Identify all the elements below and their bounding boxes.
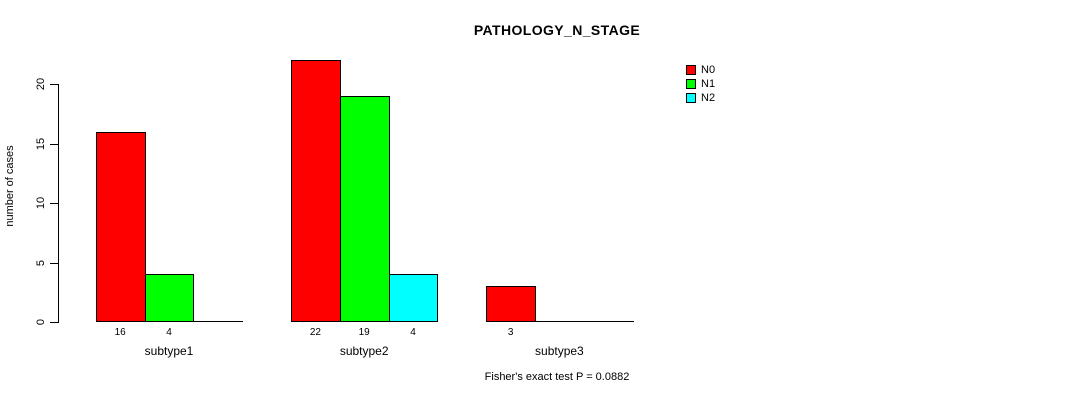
bar-n2-subtype3-zero — [583, 321, 634, 322]
bar-n1-subtype3-zero — [535, 321, 585, 322]
y-axis-label: number of cases — [4, 145, 16, 227]
y-axis-tick — [50, 143, 58, 145]
legend-entry-n1: N1 — [686, 77, 715, 91]
y-tick-label: 5 — [35, 259, 47, 266]
annotation-caption: Fisher's exact test P = 0.0882 — [484, 371, 630, 383]
y-axis-tick — [50, 262, 58, 264]
bar-n2-subtype2 — [388, 274, 439, 322]
chart-title: PATHOLOGY_N_STAGE — [473, 22, 641, 38]
bar-value-label: 4 — [166, 327, 172, 338]
y-tick-label: 20 — [35, 77, 47, 91]
legend-label-n1: N1 — [701, 78, 716, 90]
legend-swatch-n1 — [686, 79, 696, 89]
bar-value-label: 22 — [309, 327, 321, 338]
y-tick-label: 0 — [35, 318, 47, 326]
legend-swatch-n2 — [686, 93, 696, 103]
bar-n0-subtype3 — [486, 286, 536, 322]
bar-n0-subtype1 — [95, 131, 146, 322]
bar-n1-subtype2 — [339, 95, 390, 322]
legend-label-n0: N0 — [701, 64, 716, 76]
bar-value-label: 19 — [358, 327, 370, 338]
legend: N0 N1 N2 — [686, 63, 715, 105]
x-category-label-subtype1: subtype1 — [144, 344, 194, 358]
bar-n0-subtype2 — [291, 60, 341, 322]
y-axis-tick — [50, 203, 58, 204]
legend-swatch-n0 — [686, 65, 696, 75]
bar-value-label: 16 — [114, 327, 126, 338]
y-tick-label: 15 — [35, 137, 47, 150]
bar-value-label: 3 — [507, 327, 514, 338]
x-category-label-subtype3: subtype3 — [535, 344, 584, 358]
legend-entry-n0: N0 — [686, 63, 715, 77]
x-category-label-subtype2: subtype2 — [339, 344, 389, 358]
bar-value-label: 4 — [410, 327, 416, 338]
bar-n2-subtype1-zero — [193, 321, 244, 322]
legend-entry-n2: N2 — [686, 91, 715, 105]
y-tick-label: 10 — [35, 196, 47, 210]
bar-n1-subtype1 — [144, 274, 195, 322]
y-axis-line — [58, 84, 59, 323]
y-axis-tick — [50, 84, 58, 85]
legend-label-n2: N2 — [701, 92, 716, 104]
y-axis-tick — [50, 322, 58, 323]
